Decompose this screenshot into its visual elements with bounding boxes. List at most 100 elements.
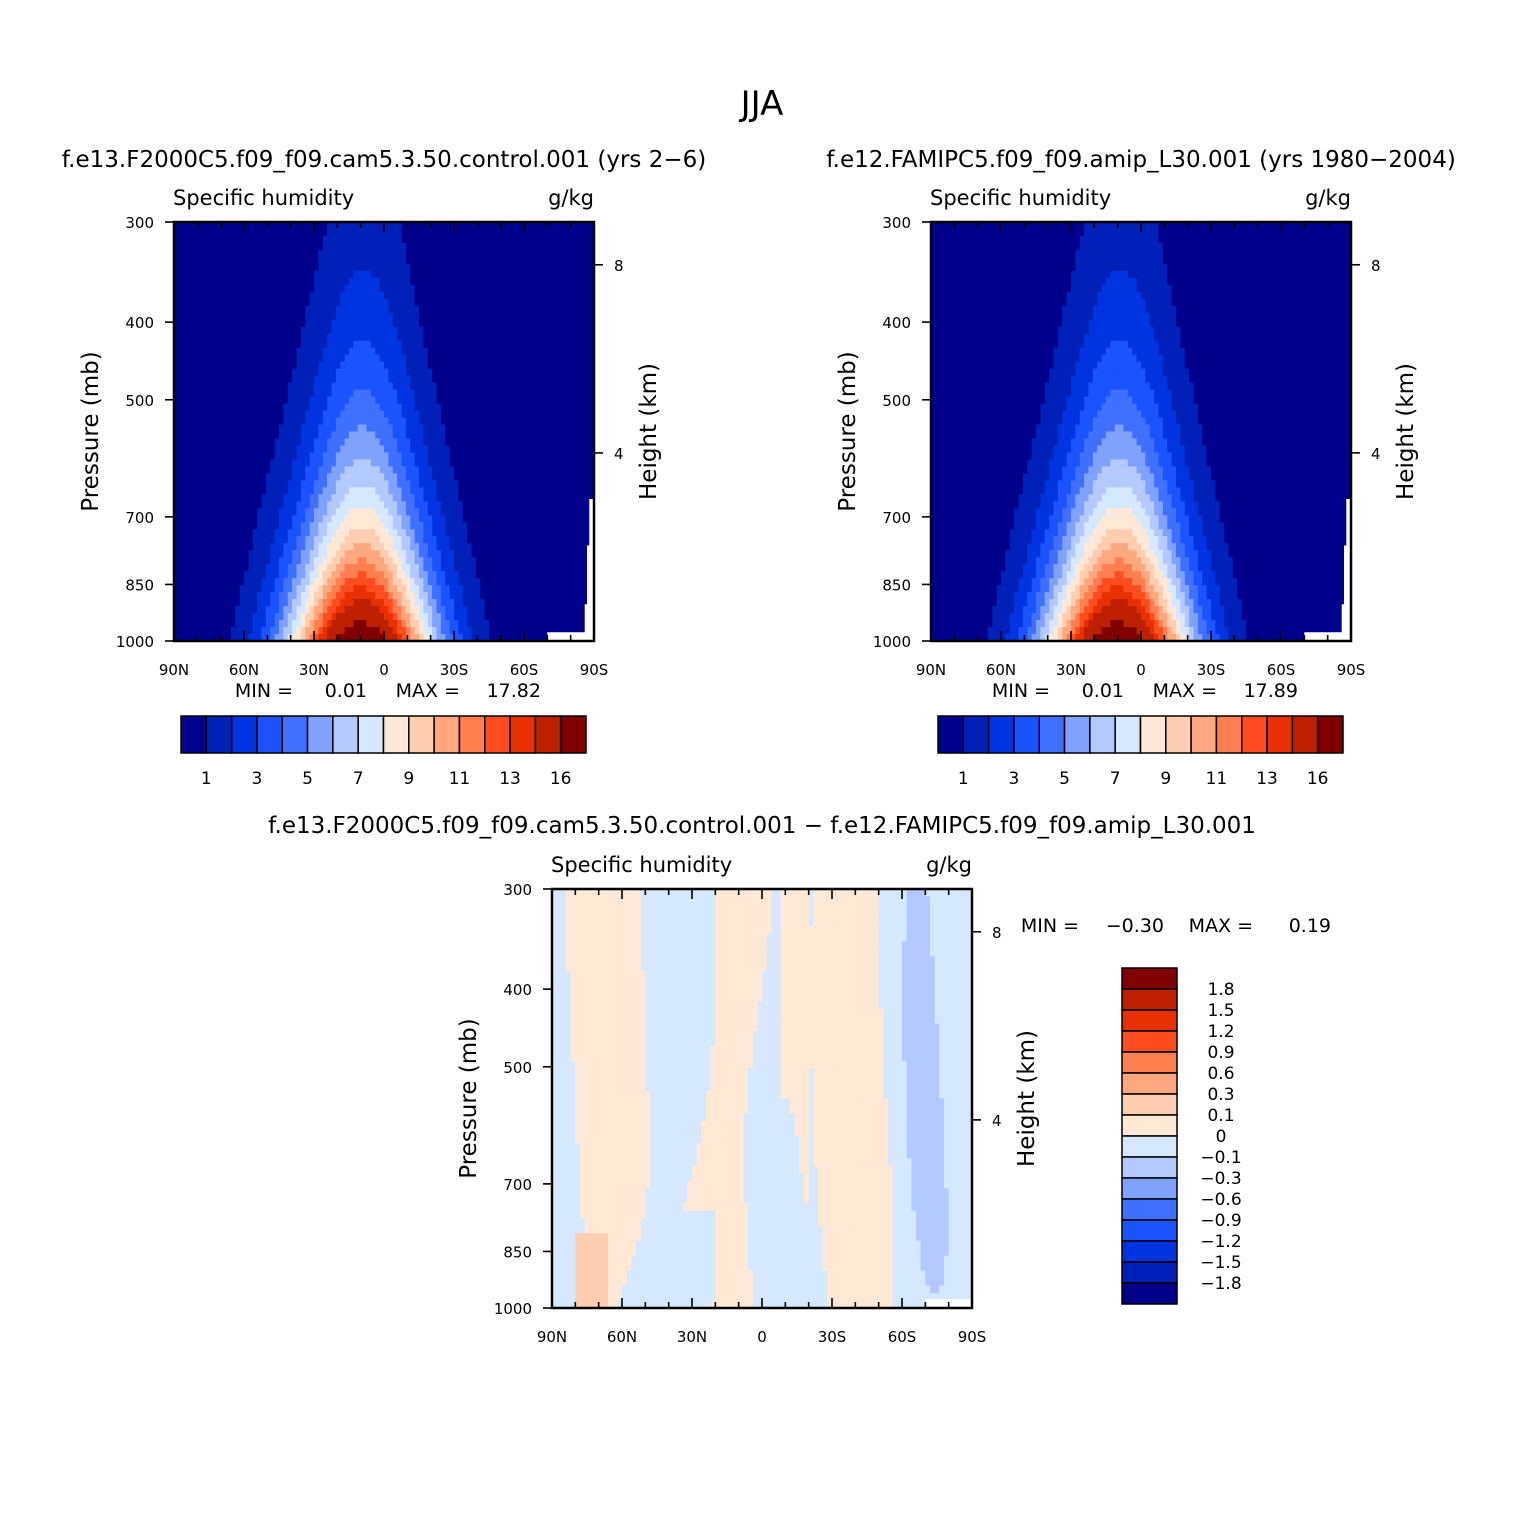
field-cell bbox=[252, 326, 258, 335]
field-cell bbox=[524, 410, 529, 419]
field-cell bbox=[370, 431, 376, 440]
field-cell bbox=[239, 578, 245, 586]
field-cell bbox=[340, 550, 346, 558]
field-cell bbox=[270, 529, 276, 537]
field-cell bbox=[484, 403, 490, 412]
field-cell bbox=[187, 480, 193, 488]
field-cell bbox=[506, 557, 512, 565]
field-cell bbox=[489, 494, 494, 502]
field-cell bbox=[585, 222, 591, 230]
field-cell bbox=[567, 333, 573, 342]
field-cell bbox=[335, 291, 341, 300]
field-cell bbox=[467, 326, 473, 335]
field-cell bbox=[475, 312, 481, 321]
field-cell bbox=[209, 536, 214, 544]
field-cell bbox=[327, 417, 333, 426]
field-cell bbox=[300, 368, 306, 377]
field-cell bbox=[506, 340, 512, 349]
field-cell bbox=[506, 389, 512, 398]
field-cell bbox=[195, 578, 201, 586]
field-cell bbox=[458, 459, 464, 468]
field-cell bbox=[550, 543, 556, 551]
field-cell bbox=[375, 522, 381, 530]
field-cell bbox=[454, 361, 459, 370]
field-cell bbox=[182, 410, 188, 419]
field-cell bbox=[502, 333, 508, 342]
field-cell bbox=[541, 417, 547, 426]
field-cell bbox=[261, 529, 267, 537]
field-cell bbox=[178, 431, 184, 440]
field-cell bbox=[174, 438, 179, 447]
field-cell bbox=[182, 305, 188, 314]
field-cell bbox=[401, 494, 407, 502]
field-cell bbox=[576, 340, 582, 349]
field-cell bbox=[335, 326, 341, 335]
field-cell bbox=[401, 459, 407, 468]
field-cell bbox=[458, 536, 464, 544]
field-cell bbox=[414, 228, 420, 237]
field-cell bbox=[541, 571, 547, 579]
field-cell bbox=[567, 529, 573, 537]
field-cell bbox=[532, 543, 538, 551]
field-cell bbox=[362, 326, 368, 335]
field-cell bbox=[493, 459, 499, 468]
field-cell bbox=[480, 557, 486, 565]
field-cell bbox=[340, 466, 346, 474]
field-cell bbox=[515, 347, 521, 356]
field-cell bbox=[222, 249, 228, 258]
field-cell bbox=[388, 249, 394, 258]
field-cell bbox=[489, 305, 494, 314]
field-cell bbox=[401, 501, 407, 509]
field-cell bbox=[462, 571, 468, 579]
field-cell bbox=[419, 256, 424, 265]
field-cell bbox=[532, 333, 538, 342]
field-cell bbox=[554, 242, 560, 251]
field-cell bbox=[462, 340, 468, 349]
field-cell bbox=[375, 410, 381, 419]
field-cell bbox=[331, 340, 337, 349]
field-cell bbox=[449, 487, 455, 495]
field-cell bbox=[314, 410, 319, 419]
field-cell bbox=[397, 529, 403, 537]
field-cell bbox=[239, 550, 245, 558]
field-cell bbox=[528, 235, 534, 244]
field-cell bbox=[419, 564, 424, 572]
field-cell bbox=[318, 480, 324, 488]
field-cell bbox=[580, 445, 586, 454]
field-cell bbox=[519, 340, 525, 349]
field-cell bbox=[436, 438, 442, 447]
field-cell bbox=[292, 389, 298, 398]
field-cell bbox=[375, 277, 381, 286]
field-cell bbox=[274, 375, 280, 384]
field-cell bbox=[357, 396, 363, 405]
field-cell bbox=[563, 375, 569, 384]
field-cell bbox=[279, 578, 284, 586]
field-cell bbox=[222, 284, 228, 293]
field-cell bbox=[257, 557, 263, 565]
field-cell bbox=[300, 494, 306, 502]
field-cell bbox=[340, 228, 346, 237]
field-cell bbox=[204, 361, 210, 370]
field-cell bbox=[239, 235, 245, 244]
field-cell bbox=[195, 256, 201, 265]
field-cell bbox=[357, 368, 363, 377]
field-cell bbox=[217, 389, 223, 398]
field-cell bbox=[589, 396, 595, 405]
field-cell bbox=[257, 361, 263, 370]
field-cell bbox=[344, 564, 350, 572]
field-cell bbox=[309, 277, 315, 286]
field-cell bbox=[375, 291, 381, 300]
field-cell bbox=[550, 284, 556, 293]
field-cell bbox=[537, 564, 543, 572]
field-cell bbox=[427, 487, 433, 495]
field-cell bbox=[187, 263, 193, 272]
field-cell bbox=[174, 354, 179, 363]
field-cell bbox=[270, 480, 276, 488]
field-cell bbox=[283, 235, 289, 244]
field-cell bbox=[331, 326, 337, 335]
field-cell bbox=[187, 438, 193, 447]
field-cell bbox=[524, 256, 529, 265]
field-cell bbox=[388, 284, 394, 293]
field-cell bbox=[475, 277, 481, 286]
field-cell bbox=[519, 417, 525, 426]
